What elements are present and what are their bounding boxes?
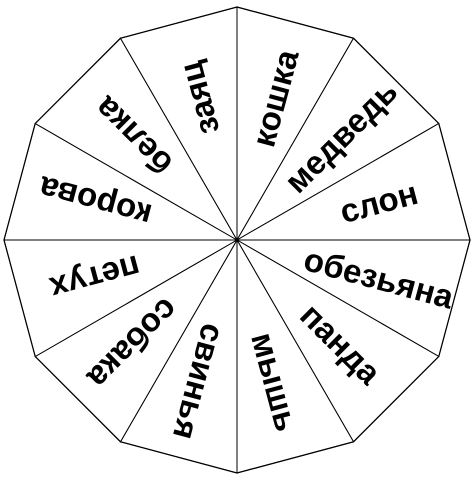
- wheel-sectors: [3, 6, 471, 474]
- dodecagon-outline: [3, 6, 471, 474]
